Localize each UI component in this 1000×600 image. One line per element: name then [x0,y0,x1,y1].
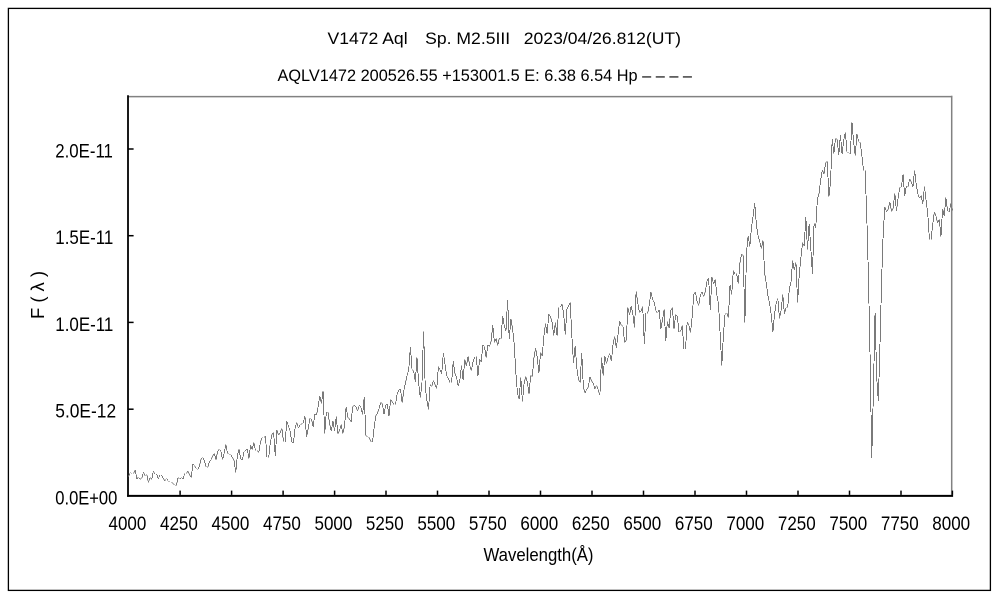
svg-text:4000: 4000 [109,514,147,535]
svg-text:2.0E-11: 2.0E-11 [55,141,113,162]
svg-text:6500: 6500 [623,514,661,535]
svg-text:0.0E+00: 0.0E+00 [55,488,117,509]
svg-text:5750: 5750 [469,514,507,535]
svg-text:Wavelength(Å): Wavelength(Å) [484,544,594,565]
svg-text:5.0E-12: 5.0E-12 [55,402,116,423]
svg-text:6000: 6000 [520,514,558,535]
svg-text:6250: 6250 [572,514,610,535]
svg-text:7250: 7250 [778,514,816,535]
svg-text:4750: 4750 [263,514,301,535]
svg-text:6750: 6750 [675,514,713,535]
svg-text:4500: 4500 [212,514,250,535]
svg-text:AQLV1472 200526.55 +153001.5 E: AQLV1472 200526.55 +153001.5 E: 6.38 6.5… [278,66,693,85]
svg-text:1.0E-11: 1.0E-11 [55,315,113,336]
svg-text:5500: 5500 [417,514,455,535]
svg-text:1.5E-11: 1.5E-11 [55,228,113,249]
svg-text:7750: 7750 [881,514,919,535]
svg-text:5250: 5250 [366,514,404,535]
svg-text:7000: 7000 [726,514,764,535]
svg-text:4250: 4250 [160,514,198,535]
svg-text:7500: 7500 [829,514,867,535]
svg-text:8000: 8000 [932,514,970,535]
svg-text:V1472 Aql Sp. M2.5III 2023/0: V1472 Aql Sp. M2.5III 2023/04/26.812(UT) [328,29,682,48]
svg-text:5000: 5000 [315,514,353,535]
